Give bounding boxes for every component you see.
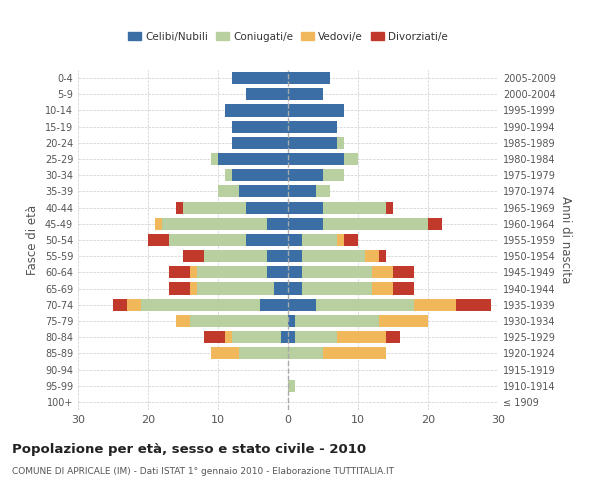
Bar [302,282,372,294]
Bar [225,104,288,117]
Text: Popolazione per età, sesso e stato civile - 2010: Popolazione per età, sesso e stato civil… [12,442,366,456]
Bar [344,234,358,246]
Bar [288,315,295,327]
Bar [372,282,393,294]
Bar [316,186,330,198]
Bar [288,348,323,360]
Bar [379,315,428,327]
Bar [386,202,393,213]
Bar [162,218,267,230]
Y-axis label: Anni di nascita: Anni di nascita [559,196,572,284]
Bar [414,298,456,311]
Bar [323,202,386,213]
Bar [232,137,288,149]
Bar [232,72,288,84]
Bar [365,250,379,262]
Bar [288,202,323,213]
Bar [337,331,386,343]
Bar [155,218,162,230]
Bar [246,234,288,246]
Bar [183,250,204,262]
Bar [190,266,197,278]
Bar [393,282,414,294]
Bar [337,137,344,149]
Bar [267,218,288,230]
Bar [288,72,330,84]
Bar [148,234,169,246]
Bar [288,331,295,343]
Bar [386,331,400,343]
Bar [267,250,288,262]
Bar [204,331,225,343]
Bar [337,234,344,246]
Bar [428,218,442,230]
Bar [232,169,288,181]
Bar [372,266,393,278]
Bar [190,315,288,327]
Y-axis label: Fasce di età: Fasce di età [26,205,39,275]
Bar [260,298,288,311]
Bar [246,202,288,213]
Bar [169,282,190,294]
Bar [288,266,302,278]
Bar [288,120,337,132]
Bar [239,186,288,198]
Bar [393,266,414,278]
Bar [232,120,288,132]
Legend: Celibi/Nubili, Coniugati/e, Vedovi/e, Divorziati/e: Celibi/Nubili, Coniugati/e, Vedovi/e, Di… [124,28,452,46]
Bar [169,266,190,278]
Bar [141,298,260,311]
Bar [211,348,239,360]
Bar [274,282,288,294]
Bar [295,331,337,343]
Bar [218,153,288,165]
Bar [288,218,323,230]
Bar [344,153,358,165]
Bar [211,153,218,165]
Bar [302,250,365,262]
Bar [176,315,190,327]
Bar [288,298,316,311]
Bar [267,266,288,278]
Bar [281,331,288,343]
Bar [218,186,239,198]
Bar [288,380,295,392]
Bar [302,266,372,278]
Bar [302,234,337,246]
Bar [197,282,274,294]
Bar [204,250,267,262]
Bar [225,169,232,181]
Bar [288,88,323,101]
Bar [323,218,428,230]
Bar [288,250,302,262]
Bar [183,202,246,213]
Bar [323,169,344,181]
Bar [197,266,267,278]
Bar [288,234,302,246]
Bar [288,153,344,165]
Bar [232,331,281,343]
Bar [288,104,344,117]
Bar [127,298,141,311]
Bar [239,348,288,360]
Text: COMUNE DI APRICALE (IM) - Dati ISTAT 1° gennaio 2010 - Elaborazione TUTTITALIA.I: COMUNE DI APRICALE (IM) - Dati ISTAT 1° … [12,468,394,476]
Bar [323,348,386,360]
Bar [225,331,232,343]
Bar [288,137,337,149]
Bar [190,282,197,294]
Bar [246,88,288,101]
Bar [176,202,183,213]
Bar [288,186,316,198]
Bar [295,315,379,327]
Bar [379,250,386,262]
Bar [288,169,323,181]
Bar [456,298,491,311]
Bar [288,282,302,294]
Bar [169,234,246,246]
Bar [113,298,127,311]
Bar [316,298,414,311]
